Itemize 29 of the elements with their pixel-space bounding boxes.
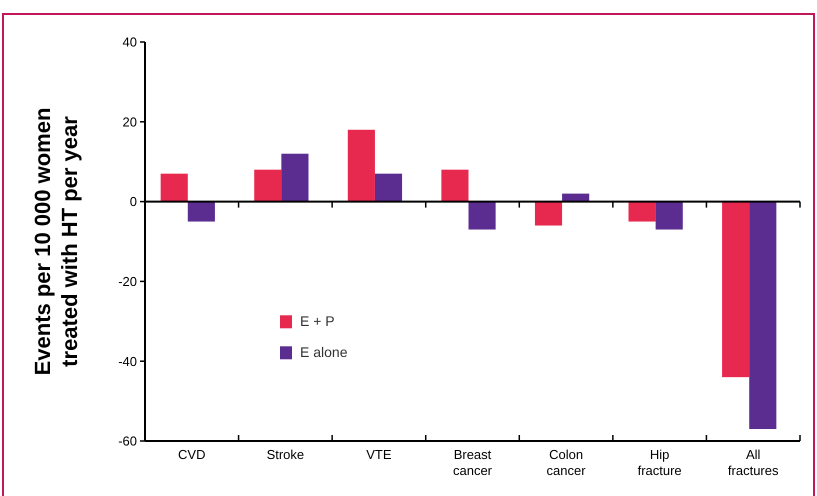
bar	[441, 170, 468, 202]
y-tick-label: -40	[118, 354, 137, 369]
legend-label: E alone	[300, 344, 348, 360]
bar	[348, 130, 375, 202]
bar	[628, 202, 656, 222]
y-tick-label: 0	[130, 194, 137, 210]
y-tick-label: 20	[122, 114, 137, 130]
x-tick-label: CVD	[178, 447, 206, 462]
x-tick-label: All fractures	[728, 447, 779, 478]
bar	[281, 154, 308, 202]
x-tick-label: Stroke	[266, 447, 304, 462]
bar	[468, 202, 496, 230]
y-tick-label: -60	[118, 434, 137, 449]
bar	[749, 202, 776, 430]
bar	[374, 174, 402, 202]
y-axis-title: Events per 10 000 women treated with HT per year	[30, 108, 82, 376]
x-tick-label: Colon cancer	[546, 447, 586, 478]
x-tick-label: VTE	[366, 447, 392, 462]
bar	[656, 202, 683, 230]
y-tick-label: 40	[122, 34, 137, 50]
bar	[534, 202, 562, 226]
bar	[160, 174, 188, 202]
legend-label: E + P	[300, 313, 335, 330]
bar	[722, 202, 750, 378]
x-tick-label: Breast cancer	[452, 447, 493, 478]
y-tick-label: -20	[118, 274, 137, 289]
bar	[254, 170, 282, 202]
bar	[188, 202, 215, 222]
x-tick-label: Hip fracture	[638, 447, 682, 478]
